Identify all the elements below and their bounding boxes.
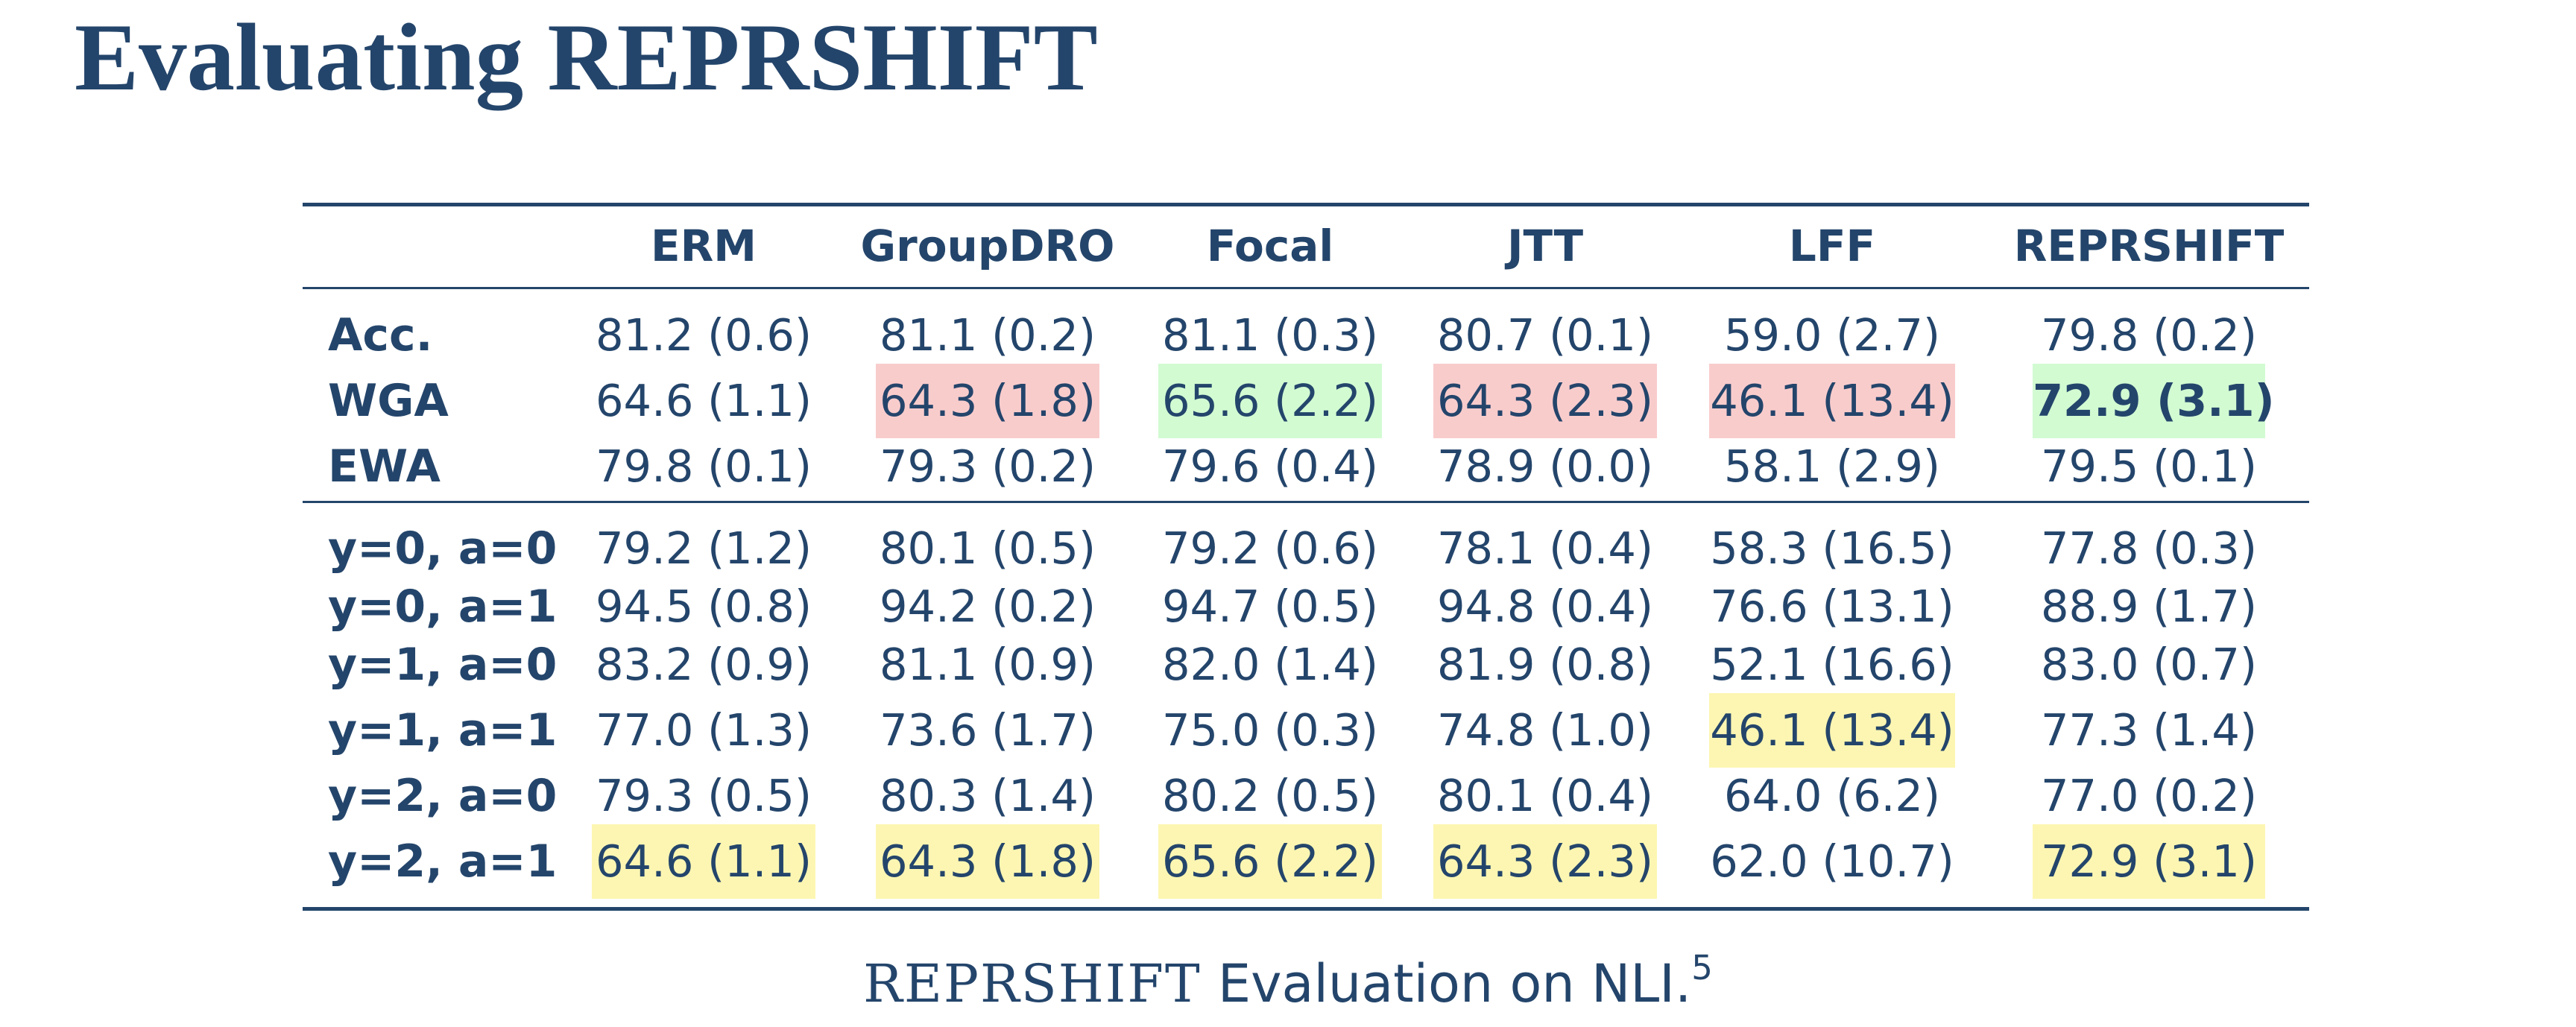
caption-text: Evaluation on NLI.	[1201, 953, 1692, 1014]
table-cell: 94.2 (0.2)	[880, 581, 1096, 632]
table-cell: 81.1 (0.9)	[880, 639, 1096, 690]
table-cell: 64.3 (2.3)	[1433, 824, 1657, 899]
table-cell: 82.0 (1.4)	[1162, 639, 1378, 690]
table-cell: 94.7 (0.5)	[1162, 581, 1378, 632]
table-cell: 64.3 (1.8)	[876, 364, 1099, 438]
table-cell: 77.8 (0.3)	[2041, 522, 2257, 574]
column-header: Focal	[1206, 221, 1334, 271]
table-cell: 64.6 (1.1)	[596, 375, 812, 426]
table-cell: 83.2 (0.9)	[596, 639, 812, 690]
table-cell: 80.3 (1.4)	[880, 770, 1096, 821]
table-cell: 72.9 (3.1)	[2033, 364, 2275, 438]
slide-title: Evaluating REPRSHIFT	[75, 4, 1098, 110]
table-top-rule	[303, 203, 2309, 206]
table-cell: 79.3 (0.5)	[596, 770, 812, 821]
footnote-mark: 5	[1691, 948, 1713, 987]
table-cell: 58.1 (2.9)	[1724, 440, 1940, 492]
table-cell: 79.5 (0.1)	[2041, 440, 2257, 492]
row-label: EWA	[328, 440, 441, 493]
table-cell: 81.1 (0.3)	[1162, 309, 1378, 361]
table-cell: 94.5 (0.8)	[596, 581, 812, 632]
table-cell: 77.0 (0.2)	[2041, 770, 2257, 821]
table-cell: 80.1 (0.5)	[880, 522, 1096, 574]
table-cell: 77.0 (1.3)	[596, 704, 812, 756]
table-cell: 62.0 (10.7)	[1710, 835, 1954, 887]
table-cell: 64.3 (1.8)	[876, 824, 1099, 899]
table-cell: 78.9 (0.0)	[1437, 440, 1653, 492]
table-cell: 65.6 (2.2)	[1158, 364, 1382, 438]
table-cell: 81.9 (0.8)	[1437, 639, 1653, 690]
column-header: ERM	[651, 221, 757, 271]
table-bottom-rule	[303, 907, 2309, 911]
table-cell: 52.1 (16.6)	[1710, 639, 1954, 690]
table-cell: 81.1 (0.2)	[880, 309, 1096, 361]
table-cell: 72.9 (3.1)	[2033, 824, 2265, 899]
table-cell: 76.6 (13.1)	[1710, 581, 1954, 632]
table-cell: 64.3 (2.3)	[1433, 364, 1657, 438]
table-cell: 74.8 (1.0)	[1437, 704, 1653, 756]
table-cell: 46.1 (13.4)	[1709, 693, 1955, 768]
table-cell: 80.7 (0.1)	[1437, 309, 1653, 361]
row-label: y=0, a=0	[328, 522, 558, 575]
table-caption: REPRSHIFT Evaluation on NLI.5	[0, 947, 2576, 1021]
table-cell: 65.6 (2.2)	[1158, 824, 1382, 899]
table-cell: 64.0 (6.2)	[1724, 770, 1940, 821]
table-cell: 73.6 (1.7)	[880, 704, 1096, 756]
table-cell: 78.1 (0.4)	[1437, 522, 1653, 574]
row-label: y=0, a=1	[328, 581, 558, 633]
table-header-rule	[303, 287, 2309, 289]
table-cell: 79.8 (0.2)	[2041, 309, 2257, 361]
table-cell: 79.2 (1.2)	[596, 522, 812, 574]
row-label: Acc.	[328, 309, 433, 361]
table-cell: 83.0 (0.7)	[2041, 639, 2257, 690]
table-cell: 79.3 (0.2)	[880, 440, 1096, 492]
row-label: y=1, a=1	[328, 704, 558, 756]
caption-method-name: REPRSHIFT	[863, 953, 1202, 1014]
table-cell: 58.3 (16.5)	[1710, 522, 1954, 574]
row-label: y=1, a=0	[328, 639, 558, 691]
table-cell: 77.3 (1.4)	[2041, 704, 2257, 756]
table-cell: 80.1 (0.4)	[1437, 770, 1653, 821]
table-cell: 79.2 (0.6)	[1162, 522, 1378, 574]
table-cell: 46.1 (13.4)	[1709, 364, 1955, 438]
table-cell: 79.8 (0.1)	[596, 440, 812, 492]
table-cell: 81.2 (0.6)	[596, 309, 812, 361]
table-cell: 75.0 (0.3)	[1162, 704, 1378, 756]
table-cell: 80.2 (0.5)	[1162, 770, 1378, 821]
column-header: JTT	[1506, 221, 1584, 271]
table-cell: 79.6 (0.4)	[1162, 440, 1378, 492]
row-label: y=2, a=0	[328, 770, 558, 822]
table-group-rule	[303, 501, 2309, 503]
column-header: LFF	[1788, 221, 1876, 271]
table-cell: 88.9 (1.7)	[2041, 581, 2257, 632]
table-cell: 59.0 (2.7)	[1724, 309, 1940, 361]
row-label: WGA	[328, 375, 449, 427]
table-cell: 64.6 (1.1)	[592, 824, 815, 899]
column-header: GroupDRO	[860, 221, 1115, 271]
row-label: y=2, a=1	[328, 835, 558, 888]
table-cell: 94.8 (0.4)	[1437, 581, 1653, 632]
column-header: REPRSHIFT	[2013, 221, 2285, 271]
